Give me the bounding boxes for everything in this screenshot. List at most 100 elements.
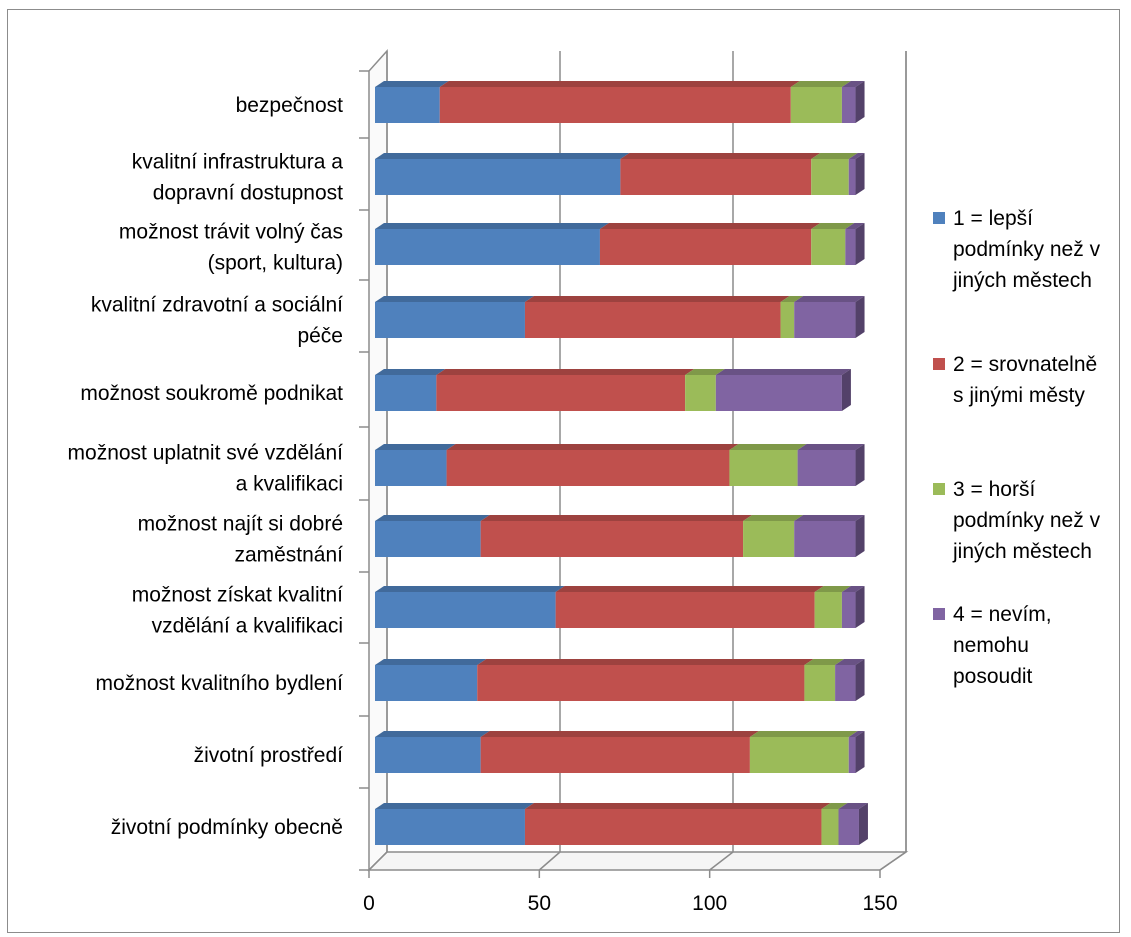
bar-top-face — [477, 659, 814, 665]
bar-side-face — [855, 223, 865, 265]
bar-front-face — [436, 375, 686, 411]
gridline-floor — [368, 851, 388, 871]
bar-top-face — [780, 296, 804, 302]
bar-top-face — [814, 586, 851, 592]
category-label-line: zaměstnání — [234, 544, 343, 567]
bar-segment — [436, 369, 695, 411]
bar-side-face — [841, 369, 851, 411]
bar-top-face — [835, 659, 865, 665]
bar-segment — [375, 444, 456, 486]
bar-segment — [375, 731, 490, 773]
legend-entry-line: nemohu — [953, 634, 1029, 657]
bar-front-face — [841, 592, 856, 628]
bar-group — [375, 81, 868, 845]
x-tick-labels: 0 50 100 150 — [363, 892, 897, 915]
bar-front-face — [794, 521, 856, 557]
bar-front-face — [848, 737, 856, 773]
bar-top-face — [375, 659, 487, 665]
category-label: životní prostředí — [194, 744, 344, 767]
bar-segment — [841, 81, 865, 123]
bar-segment — [480, 515, 753, 557]
x-tick-label: 50 — [528, 892, 551, 915]
legend-entry-line: 2 = srovnatelně — [953, 353, 1097, 376]
bar-top-face — [845, 223, 865, 229]
bar-segment — [811, 223, 855, 265]
category-label-line: kvalitní zdravotní a sociální — [91, 294, 343, 317]
bar-segment — [835, 659, 865, 701]
bar-segment — [811, 153, 858, 195]
legend-swatch — [933, 358, 945, 370]
bar-front-face — [797, 450, 856, 486]
bar-top-face — [375, 296, 534, 302]
bar-front-face — [375, 375, 437, 411]
bar-top-face — [841, 81, 865, 87]
legend-swatch — [933, 608, 945, 620]
category-label: možnost najít si dobré zaměstnání — [138, 513, 344, 567]
bar-front-face — [375, 87, 440, 123]
legend-entry-line: s jinými městy — [953, 384, 1085, 407]
bar-front-face — [685, 375, 716, 411]
bar-top-face — [685, 369, 725, 375]
bar-front-face — [446, 450, 730, 486]
bar-front-face — [555, 592, 815, 628]
gridline-floor — [538, 851, 561, 871]
gridline-floor — [879, 851, 907, 871]
bar-top-face — [794, 515, 865, 521]
category-label-line: dopravní dostupnost — [153, 182, 343, 205]
bar-front-face — [848, 159, 856, 195]
bar-front-face — [375, 159, 621, 195]
bar-front-face — [375, 521, 481, 557]
bar-segment — [555, 586, 824, 628]
legend-swatch — [933, 483, 945, 495]
bar-front-face — [620, 159, 812, 195]
bar-segment — [375, 515, 490, 557]
bar-segment — [794, 515, 865, 557]
bar-side-face — [855, 515, 865, 557]
bar-front-face — [715, 375, 842, 411]
bar-front-face — [835, 665, 856, 701]
bar-top-face — [480, 731, 759, 737]
bar-segment — [797, 444, 865, 486]
bar-top-face — [375, 153, 630, 159]
category-label-line: možnost trávit volný čas — [119, 221, 343, 244]
bar-front-face — [439, 87, 791, 123]
bar-front-face — [780, 302, 795, 338]
bar-top-face — [749, 731, 858, 737]
bar-top-face — [821, 803, 848, 809]
legend-entry-line: 4 = nevím, — [953, 603, 1052, 626]
bar-front-face — [524, 302, 781, 338]
bar-segment — [715, 369, 851, 411]
bar-side-face — [855, 659, 865, 701]
bar-segment — [838, 803, 868, 845]
bar-front-face — [811, 229, 846, 265]
bar-top-face — [446, 444, 739, 450]
bar-segment — [375, 369, 446, 411]
legend-entry: 1 = lepší podmínky než v jiných městech — [952, 207, 1101, 292]
bar-segment — [848, 731, 865, 773]
category-label: kvalitní zdravotní a sociální péče — [91, 294, 343, 348]
bar-front-face — [790, 87, 842, 123]
bar-front-face — [794, 302, 856, 338]
category-label-line: péče — [297, 325, 343, 348]
bar-side-face — [855, 586, 865, 628]
category-label-line: bezpečnost — [236, 94, 344, 117]
bar-segment — [375, 81, 449, 123]
bar-top-face — [375, 515, 490, 521]
bar-front-face — [480, 521, 744, 557]
bar-side-face — [855, 81, 865, 123]
bar-front-face — [845, 229, 856, 265]
bar-segment — [446, 444, 739, 486]
bar-top-face — [838, 803, 868, 809]
bar-front-face — [375, 665, 478, 701]
bar-front-face — [841, 87, 856, 123]
bar-top-face — [848, 153, 865, 159]
bar-front-face — [729, 450, 798, 486]
bar-top-face — [375, 369, 446, 375]
category-label: možnost trávit volný čas (sport, kultura) — [119, 221, 343, 275]
category-label-line: životní podmínky obecně — [111, 816, 343, 839]
category-label-line: kvalitní infrastruktura a — [132, 151, 344, 174]
category-labels: bezpečnost kvalitní infrastruktura a dopra… — [68, 94, 344, 839]
bar-front-face — [749, 737, 849, 773]
bar-segment — [375, 586, 565, 628]
